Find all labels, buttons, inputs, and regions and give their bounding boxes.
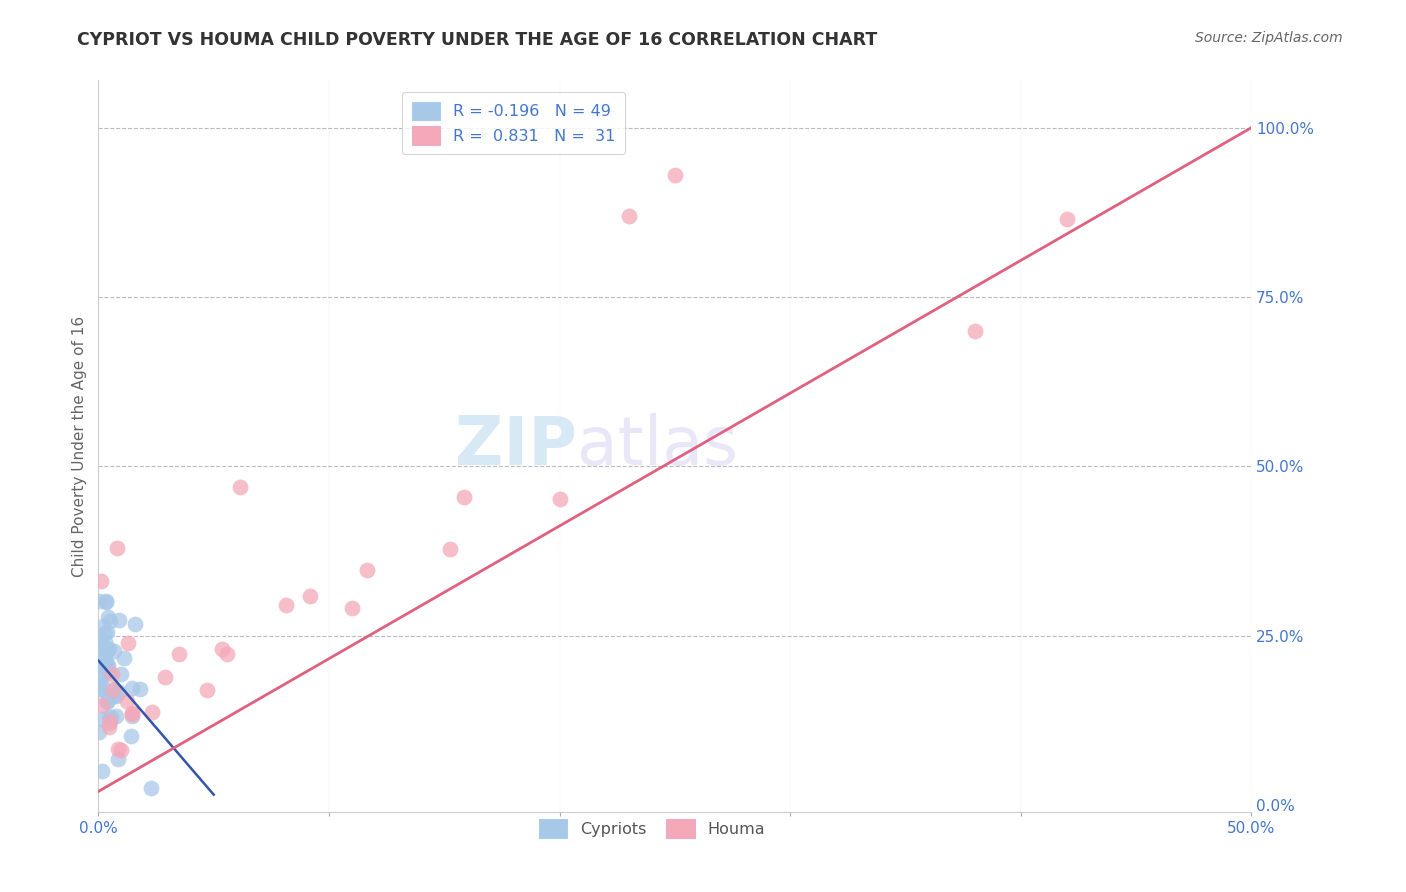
Point bbox=[98, 710, 121, 724]
Point bbox=[129, 682, 152, 697]
Point bbox=[141, 780, 163, 795]
Point bbox=[96, 695, 118, 709]
Point bbox=[103, 644, 125, 658]
Point bbox=[103, 682, 125, 697]
Point bbox=[195, 682, 218, 697]
Point bbox=[110, 743, 132, 757]
Point bbox=[548, 491, 571, 506]
Point bbox=[112, 651, 135, 665]
Point bbox=[664, 168, 686, 182]
Point bbox=[87, 672, 110, 686]
Point bbox=[103, 683, 125, 698]
Point bbox=[97, 716, 120, 731]
Point bbox=[93, 626, 115, 640]
Point bbox=[356, 563, 378, 577]
Point bbox=[211, 642, 233, 657]
Point bbox=[96, 595, 118, 609]
Point bbox=[121, 709, 143, 723]
Point bbox=[229, 480, 252, 494]
Point bbox=[98, 614, 121, 628]
Point bbox=[105, 709, 128, 723]
Point bbox=[94, 594, 117, 608]
Point bbox=[96, 643, 118, 657]
Point bbox=[93, 648, 115, 663]
Point bbox=[90, 634, 112, 648]
Point bbox=[215, 647, 238, 661]
Text: atlas: atlas bbox=[576, 413, 738, 479]
Point bbox=[105, 541, 128, 555]
Point bbox=[100, 710, 122, 724]
Text: CYPRIOT VS HOUMA CHILD POVERTY UNDER THE AGE OF 16 CORRELATION CHART: CYPRIOT VS HOUMA CHILD POVERTY UNDER THE… bbox=[77, 31, 877, 49]
Point bbox=[110, 667, 132, 681]
Point bbox=[121, 681, 143, 695]
Point bbox=[153, 670, 176, 684]
Point bbox=[93, 641, 115, 656]
Point bbox=[963, 324, 986, 338]
Point bbox=[94, 657, 117, 672]
Point bbox=[96, 694, 118, 708]
Point bbox=[105, 689, 128, 703]
Point bbox=[439, 542, 461, 557]
Point bbox=[89, 725, 111, 739]
Point bbox=[90, 764, 112, 779]
Point bbox=[90, 698, 112, 712]
Point bbox=[91, 658, 114, 673]
Point bbox=[89, 682, 111, 697]
Point bbox=[89, 681, 111, 696]
Point bbox=[1056, 211, 1078, 226]
Point bbox=[91, 619, 114, 633]
Point bbox=[124, 616, 146, 631]
Point bbox=[169, 647, 191, 661]
Point bbox=[98, 720, 121, 734]
Text: ZIP: ZIP bbox=[456, 413, 576, 479]
Point bbox=[96, 657, 118, 671]
Point bbox=[120, 729, 142, 743]
Point bbox=[117, 636, 139, 650]
Point bbox=[117, 694, 139, 708]
Point bbox=[94, 652, 117, 666]
Point bbox=[97, 609, 120, 624]
Point bbox=[617, 209, 640, 223]
Text: Source: ZipAtlas.com: Source: ZipAtlas.com bbox=[1195, 31, 1343, 45]
Point bbox=[90, 574, 112, 589]
Point bbox=[97, 664, 120, 678]
Point bbox=[342, 601, 364, 615]
Point bbox=[121, 706, 143, 720]
Point bbox=[97, 658, 120, 673]
Point bbox=[101, 667, 124, 681]
Point bbox=[274, 598, 297, 612]
Point bbox=[98, 714, 121, 728]
Point bbox=[299, 590, 322, 604]
Point bbox=[98, 641, 121, 656]
Point bbox=[121, 707, 143, 722]
Point bbox=[91, 669, 114, 683]
Legend: Cypriots, Houma: Cypriots, Houma bbox=[533, 813, 772, 844]
Point bbox=[103, 690, 125, 704]
Point bbox=[90, 679, 112, 693]
Point bbox=[108, 613, 131, 627]
Point bbox=[107, 741, 129, 756]
Point bbox=[94, 635, 117, 649]
Y-axis label: Child Poverty Under the Age of 16: Child Poverty Under the Age of 16 bbox=[72, 316, 87, 576]
Point bbox=[91, 712, 114, 726]
Point bbox=[107, 685, 129, 699]
Point bbox=[89, 594, 111, 608]
Point bbox=[453, 491, 475, 505]
Point bbox=[141, 705, 163, 719]
Point bbox=[96, 624, 118, 639]
Point bbox=[107, 752, 129, 766]
